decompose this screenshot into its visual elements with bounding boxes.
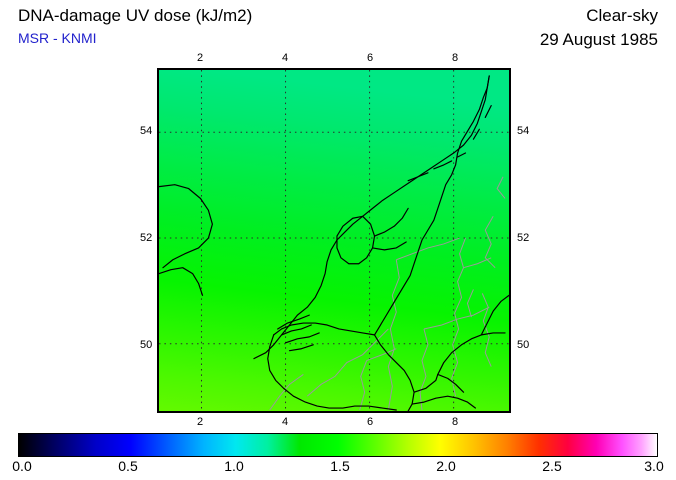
page-title: DNA-damage UV dose (kJ/m2) [18,6,253,25]
x-tick-top-1: 4 [281,52,289,64]
graticule-grid [159,70,509,411]
colorbar-tick-1: 0.5 [118,458,138,474]
colorbar-gradient [18,433,658,457]
y-tick-right-2: 54 [517,125,530,137]
x-tick-bottom-0: 2 [196,416,204,428]
condition-label: Clear-sky [586,6,658,25]
y-tick-left-2: 54 [140,125,153,137]
x-tick-bottom-2: 6 [366,416,374,428]
x-tick-bottom-3: 8 [451,416,459,428]
y-tick-right-1: 52 [517,232,530,244]
colorbar-tick-0: 0.0 [12,458,32,474]
date-label: 29 August 1985 [539,30,658,49]
x-tick-top-3: 8 [451,52,459,64]
colorbar-tick-2: 1.0 [224,458,244,474]
x-tick-top-2: 6 [366,52,374,64]
y-tick-left-0: 50 [140,339,153,351]
source-label: MSR - KNMI [18,30,97,46]
colorbar-tick-3: 1.5 [330,458,350,474]
x-tick-top-0: 2 [196,52,204,64]
map-plot-area [157,68,511,413]
colorbar-tick-4: 2.0 [436,458,456,474]
y-tick-right-0: 50 [517,339,530,351]
x-tick-bottom-1: 4 [281,416,289,428]
colorbar-tick-5: 2.5 [542,458,562,474]
coastline-overlay [159,75,509,411]
colorbar-tick-6: 3.0 [644,458,664,474]
colorbar [18,433,658,457]
y-tick-left-1: 52 [140,232,153,244]
